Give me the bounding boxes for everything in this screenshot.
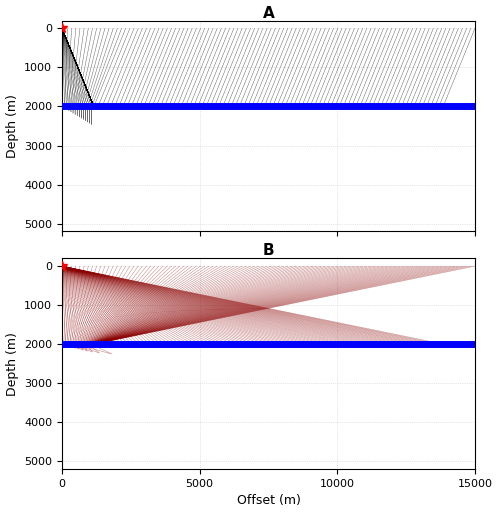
Title: B: B [262,243,274,258]
X-axis label: Offset (m): Offset (m) [237,495,300,507]
Title: A: A [262,6,274,21]
Y-axis label: Depth (m): Depth (m) [5,94,18,158]
Y-axis label: Depth (m): Depth (m) [5,332,18,396]
